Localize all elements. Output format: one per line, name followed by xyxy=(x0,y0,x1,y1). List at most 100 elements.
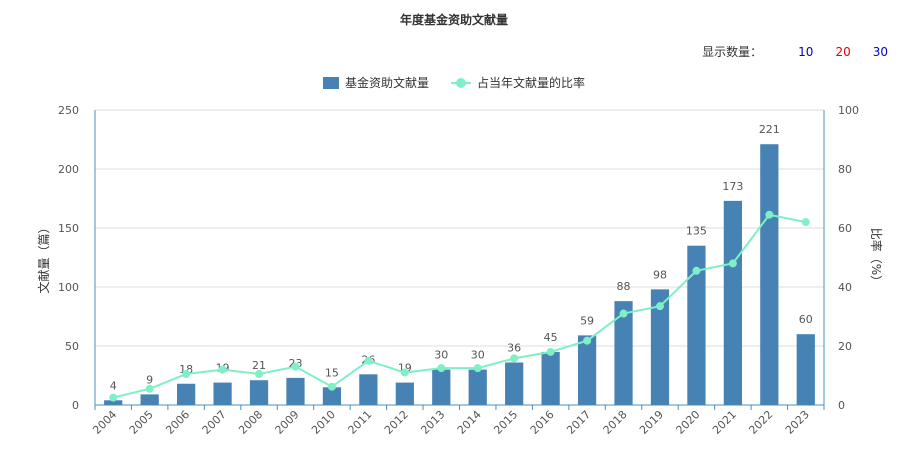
bar xyxy=(687,245,706,405)
bar xyxy=(395,382,414,405)
y-left-tick-label: 50 xyxy=(65,340,79,353)
bar xyxy=(213,382,232,405)
x-tick-label: 2005 xyxy=(127,408,156,437)
bar-data-label: 135 xyxy=(686,225,707,238)
legend-item-line[interactable]: 占当年文献量的比率 xyxy=(451,74,585,91)
x-tick-label: 2016 xyxy=(528,408,557,437)
bar xyxy=(650,289,670,405)
chart-legend: 基金资助文献量 占当年文献量的比率 xyxy=(0,74,908,91)
ratio-point xyxy=(255,370,264,379)
y-left-tick-label: 250 xyxy=(58,104,79,117)
bar-data-label: 21 xyxy=(252,359,266,372)
x-tick-label: 2021 xyxy=(710,408,739,437)
bar-data-label: 98 xyxy=(653,268,667,281)
ratio-point xyxy=(109,393,118,402)
ratio-point xyxy=(546,347,555,356)
bar xyxy=(359,374,378,405)
ratio-point xyxy=(327,382,336,391)
ratio-point xyxy=(655,302,664,311)
bar-data-label: 30 xyxy=(471,349,485,362)
y-left-tick-label: 150 xyxy=(58,222,79,235)
bar-data-label: 9 xyxy=(146,373,153,386)
x-tick-label: 2017 xyxy=(564,408,593,437)
x-tick-label: 2022 xyxy=(746,408,775,437)
bar xyxy=(140,394,159,405)
x-tick-label: 2008 xyxy=(236,408,265,437)
ratio-point xyxy=(218,365,227,374)
x-tick-label: 2012 xyxy=(382,408,411,437)
x-tick-label: 2011 xyxy=(346,408,375,437)
bar xyxy=(322,387,342,405)
x-tick-label: 2004 xyxy=(90,408,119,437)
y-right-axis-title: 比率（%） xyxy=(869,228,884,287)
ratio-point xyxy=(473,364,482,373)
x-tick-label: 2019 xyxy=(637,408,666,437)
ratio-point xyxy=(728,259,737,268)
ratio-point xyxy=(692,266,701,275)
bar-data-label: 45 xyxy=(544,331,558,344)
x-tick-label: 2010 xyxy=(309,408,338,437)
ratio-line xyxy=(112,213,806,399)
y-left-tick-label: 100 xyxy=(58,281,79,294)
count-option-10[interactable]: 10 xyxy=(798,44,814,59)
ratio-point xyxy=(437,364,446,373)
bar-data-label: 221 xyxy=(759,123,780,136)
y-left-tick-label: 200 xyxy=(58,163,79,176)
y-right-tick-label: 0 xyxy=(838,399,845,412)
bar xyxy=(177,383,196,405)
x-tick-label: 2007 xyxy=(200,408,229,437)
chart-title: 年度基金资助文献量 xyxy=(399,13,508,27)
ratio-point xyxy=(510,354,519,363)
x-tick-label: 2023 xyxy=(783,408,812,437)
x-tick-label: 2020 xyxy=(674,408,703,437)
x-tick-label: 2014 xyxy=(455,408,484,437)
bar xyxy=(796,334,815,405)
legend-line-swatch xyxy=(451,77,471,89)
bar xyxy=(614,301,633,405)
ratio-point xyxy=(801,218,810,227)
legend-line-label: 占当年文献量的比率 xyxy=(477,76,586,90)
x-tick-label: 2018 xyxy=(601,408,630,437)
y-left-tick-label: 0 xyxy=(72,399,79,412)
ratio-point xyxy=(400,368,409,377)
bar xyxy=(577,335,597,405)
count-option-30[interactable]: 30 xyxy=(872,44,888,59)
y-right-tick-label: 80 xyxy=(838,163,852,176)
ratio-point xyxy=(765,210,774,219)
ratio-point xyxy=(364,356,373,365)
bar xyxy=(286,377,305,405)
x-tick-label: 2015 xyxy=(491,408,520,437)
bar xyxy=(104,400,123,405)
legend-bar-label: 基金资助文献量 xyxy=(344,76,429,90)
bar-data-label: 4 xyxy=(110,379,117,392)
bar-data-label: 59 xyxy=(580,314,594,327)
bar xyxy=(468,369,487,405)
display-count-selector: 显示数量： 10 20 30 xyxy=(702,43,888,60)
bar-data-label: 36 xyxy=(507,342,521,355)
legend-item-bar[interactable]: 基金资助文献量 xyxy=(322,74,429,91)
x-tick-label: 2006 xyxy=(163,408,192,437)
legend-bar-swatch xyxy=(322,76,339,89)
bar xyxy=(760,144,779,405)
bar xyxy=(505,362,524,405)
bar-data-label: 60 xyxy=(799,313,813,326)
y-right-tick-label: 60 xyxy=(838,222,852,235)
ratio-point xyxy=(182,370,191,379)
bar xyxy=(541,351,560,405)
display-count-label: 显示数量： xyxy=(702,45,763,59)
bar-data-label: 30 xyxy=(434,349,448,362)
ratio-point xyxy=(291,362,300,371)
ratio-point xyxy=(583,336,592,345)
bar xyxy=(249,380,269,405)
bar-data-label: 88 xyxy=(617,280,631,293)
bar xyxy=(432,369,451,405)
bar-data-label: 15 xyxy=(325,366,339,379)
bar-data-label: 173 xyxy=(722,180,743,193)
bar xyxy=(723,200,742,405)
y-right-tick-label: 20 xyxy=(838,340,852,353)
count-option-20[interactable]: 20 xyxy=(835,44,851,59)
x-tick-label: 2013 xyxy=(418,408,447,437)
y-right-tick-label: 100 xyxy=(838,104,859,117)
ratio-point xyxy=(145,384,154,393)
